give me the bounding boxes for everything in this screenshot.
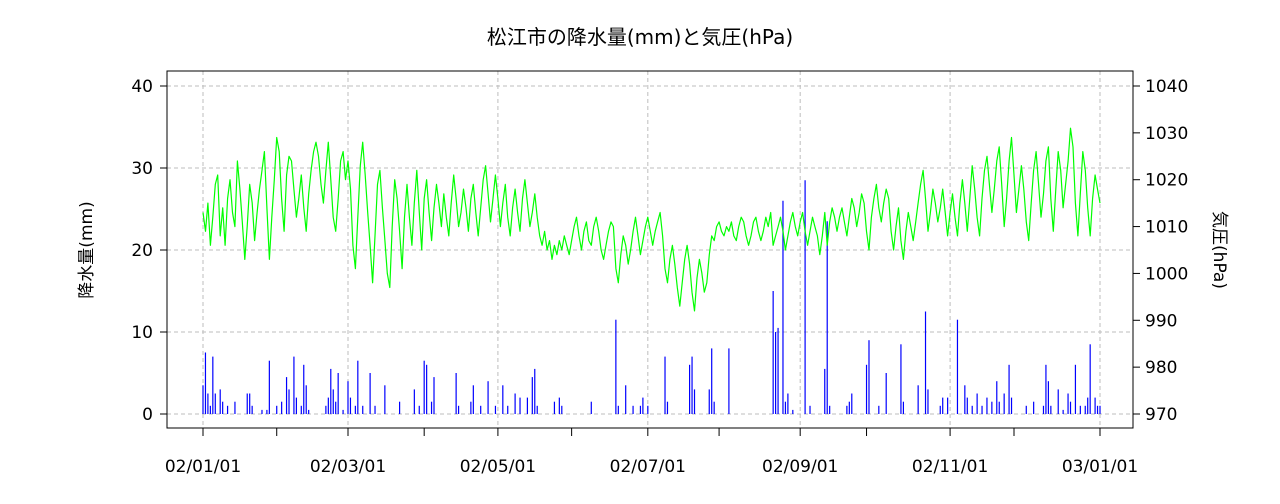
y-right-tick-label: 980 — [1145, 358, 1177, 378]
y-left-tick-label: 0 — [142, 405, 153, 425]
x-tick-label: 02/01/01 — [165, 457, 241, 477]
y-axis-left-label: 降水量(mm) — [77, 201, 97, 298]
x-tick-label: 02/05/01 — [460, 457, 536, 477]
precipitation-bars — [202, 180, 1101, 414]
y-right-tick-label: 1010 — [1145, 218, 1188, 238]
pressure-line — [202, 127, 1101, 312]
y-right-tick-label: 1020 — [1145, 171, 1188, 191]
y-right-tick-label: 990 — [1145, 311, 1177, 331]
x-tick-label: 03/01/01 — [1062, 457, 1138, 477]
y-right-tick-label: 970 — [1145, 405, 1177, 425]
x-axis: 02/01/01 02/03/01 02/05/01 02/07/01 02/09/01… — [165, 428, 1138, 477]
pressure-line-layer — [202, 127, 1101, 312]
y-left-tick-label: 40 — [131, 77, 153, 97]
y-left-tick-label: 20 — [131, 241, 153, 261]
right-axis: 970 980 990 1000 1010 1020 1030 1040 — [1133, 77, 1188, 425]
y-right-tick-label: 1000 — [1145, 264, 1188, 284]
y-axis-right-label: 気圧(hPa) — [1209, 211, 1229, 289]
y-right-tick-label: 1040 — [1145, 77, 1188, 97]
grid-layer — [167, 71, 1133, 428]
x-tick-label: 02/11/01 — [912, 457, 988, 477]
x-tick-label: 02/03/01 — [310, 457, 386, 477]
x-tick-label: 02/07/01 — [610, 457, 686, 477]
x-tick-label: 02/09/01 — [762, 457, 838, 477]
chart-title: 松江市の降水量(mm)と気圧(hPa) — [487, 25, 793, 49]
y-left-tick-label: 10 — [131, 323, 153, 343]
left-axis: 0 10 20 30 40 — [131, 77, 167, 425]
y-left-tick-label: 30 — [131, 159, 153, 179]
y-right-tick-label: 1030 — [1145, 124, 1188, 144]
